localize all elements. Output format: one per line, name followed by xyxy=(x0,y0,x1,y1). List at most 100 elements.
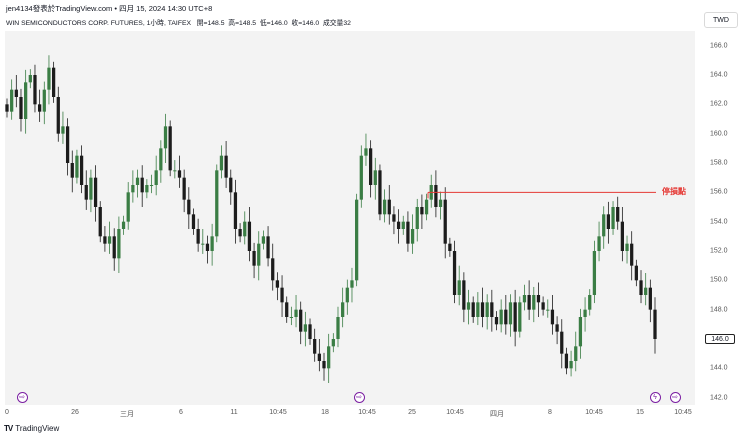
candle-body xyxy=(410,229,415,244)
candle-body xyxy=(229,177,233,193)
candle-body xyxy=(47,67,51,90)
candle-body xyxy=(28,75,32,83)
candle-body xyxy=(452,251,457,295)
candle-body xyxy=(345,287,349,303)
candle-body xyxy=(294,309,298,317)
candle-body xyxy=(38,104,42,112)
candle-body xyxy=(210,236,214,251)
time-tick: 15 xyxy=(636,409,644,416)
candle-body xyxy=(51,67,56,97)
time-tick: 10:45 xyxy=(446,409,464,416)
candle-body xyxy=(271,258,275,281)
candle-body xyxy=(65,126,70,163)
candle-body xyxy=(112,236,116,259)
forward-arrow-icon[interactable]: ⇨ xyxy=(669,392,681,403)
close-value: 收=146.0 xyxy=(291,20,320,27)
candle-body xyxy=(257,243,261,266)
candle-body xyxy=(163,126,168,149)
price-tick: 164.0 xyxy=(710,71,728,79)
candle-body xyxy=(168,126,172,171)
candle-body xyxy=(275,280,280,288)
candle-body xyxy=(107,236,112,244)
candle-body xyxy=(182,177,186,200)
candle-body xyxy=(653,309,657,339)
time-tick: 8 xyxy=(548,409,552,416)
candle-body xyxy=(466,302,471,310)
candle-body xyxy=(154,170,158,185)
candle-body xyxy=(177,170,182,178)
candle-body xyxy=(5,104,9,112)
publish-header: jen4134發表於TradingView.com • 四月 15, 2024 … xyxy=(6,4,213,13)
candle-body xyxy=(247,221,252,251)
candle-body xyxy=(592,251,597,295)
candle-body xyxy=(532,295,536,310)
candle-body xyxy=(490,302,494,317)
candle-body xyxy=(574,346,578,361)
candle-body xyxy=(392,214,396,222)
candle-body xyxy=(368,148,373,185)
candle-body xyxy=(518,302,522,332)
symbol-name[interactable]: WIN SEMICONDUCTORS CORP. FUTURES, 1小時, T… xyxy=(6,20,192,27)
candle-body xyxy=(219,155,224,171)
candle-body xyxy=(648,287,652,310)
candle-body xyxy=(75,155,79,178)
symbol-info-line: WIN SEMICONDUCTORS CORP. FUTURES, 1小時, T… xyxy=(6,17,351,27)
candle-body xyxy=(131,185,135,193)
footer-brand: TV TradingView xyxy=(4,424,59,433)
candle-body xyxy=(10,89,14,112)
candle-body xyxy=(322,361,326,369)
price-tick: 154.0 xyxy=(710,218,728,226)
stop-loss-label: 停損點 xyxy=(662,187,686,196)
price-tick: 150.0 xyxy=(710,276,728,284)
candle-body xyxy=(578,317,583,347)
candle-body xyxy=(494,317,499,325)
candle-body xyxy=(238,229,242,237)
lightning-icon[interactable]: ϟ xyxy=(649,392,661,403)
time-tick: 四月 xyxy=(490,411,504,418)
candle-body xyxy=(639,280,643,295)
candle-body xyxy=(541,302,545,310)
tradingview-logo-icon: TV xyxy=(4,424,13,433)
candle-body xyxy=(476,302,480,317)
candle-body xyxy=(93,177,98,207)
currency-button[interactable]: TWD xyxy=(704,12,738,28)
candle-body xyxy=(70,163,74,178)
time-axis[interactable]: 0 26 三月 6 11 10:45 18 10:45 25 10:45 四月 8 10:45 15 10:… xyxy=(0,405,740,423)
candle-body xyxy=(61,126,65,134)
candle-body xyxy=(382,199,387,215)
price-tick: 144.0 xyxy=(710,364,728,372)
candle-body xyxy=(308,324,312,339)
candle-body xyxy=(564,353,569,369)
candle-body xyxy=(569,361,573,369)
high-value: 高=148.5 xyxy=(228,20,257,27)
time-tick: 10:45 xyxy=(358,409,376,416)
candle-body xyxy=(336,317,340,339)
candle-body xyxy=(359,155,363,200)
candle-body xyxy=(145,185,149,193)
candle-body xyxy=(317,353,321,361)
candle-body xyxy=(550,309,555,325)
candle-body xyxy=(434,185,438,207)
candle-body xyxy=(56,97,60,134)
candle-body xyxy=(401,221,405,229)
candle-body xyxy=(79,155,84,185)
candle-body xyxy=(504,309,508,325)
candle-body xyxy=(583,309,587,317)
candle-body xyxy=(299,309,303,332)
time-tick: 11 xyxy=(230,409,238,416)
candle-body xyxy=(424,199,429,215)
candle-body xyxy=(117,229,121,259)
forward-arrow-icon[interactable]: ⇨ xyxy=(353,392,365,403)
forward-arrow-icon[interactable]: ⇨ xyxy=(16,392,28,403)
candle-body xyxy=(252,251,256,266)
candle-body xyxy=(98,207,102,237)
time-tick: 0 xyxy=(5,409,9,416)
candle-body xyxy=(373,170,377,185)
candle-body xyxy=(313,339,317,354)
time-tick: 10:45 xyxy=(674,409,692,416)
price-tick: 166.0 xyxy=(710,42,728,50)
candle-body xyxy=(205,243,210,251)
candle-body xyxy=(289,317,294,318)
candle-body xyxy=(355,199,359,281)
